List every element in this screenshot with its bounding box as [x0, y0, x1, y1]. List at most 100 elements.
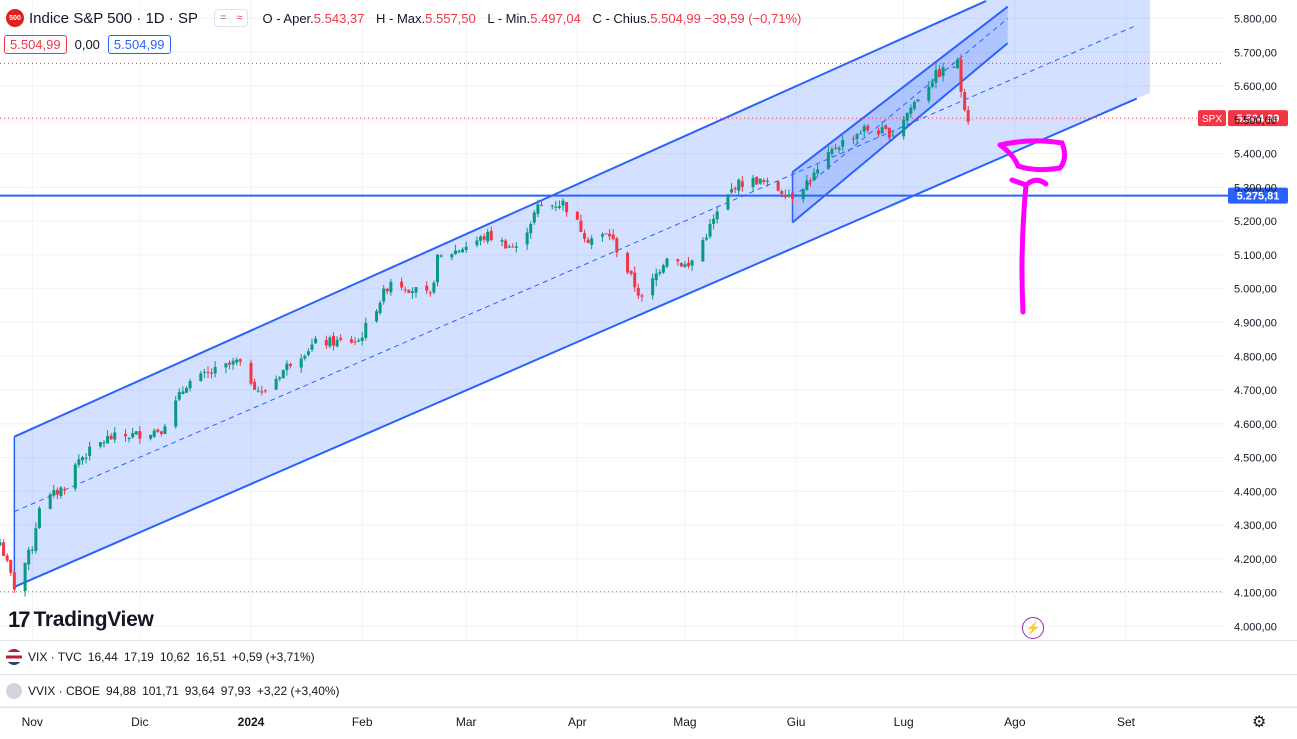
- candle-body: [80, 457, 84, 461]
- pill-left[interactable]: =: [219, 12, 227, 24]
- candle-body: [902, 119, 906, 137]
- gear-icon[interactable]: ⚙: [1252, 714, 1267, 731]
- candle-body: [608, 233, 612, 237]
- candle-body: [701, 240, 705, 262]
- candle-body: [808, 180, 812, 182]
- candle-body: [206, 372, 210, 374]
- candle-body: [486, 231, 490, 242]
- candle-body: [812, 172, 816, 181]
- candle-body: [629, 270, 633, 274]
- spread: 0,00: [74, 37, 100, 52]
- candle-body: [690, 260, 694, 266]
- candle-body: [435, 254, 439, 283]
- y-tick-label: 4.200,00: [1234, 554, 1277, 566]
- candle-body: [414, 287, 418, 293]
- candle-body: [780, 191, 784, 194]
- symbol-tag-bg: [1198, 110, 1226, 127]
- candle-body: [113, 432, 117, 440]
- x-tick-label: Mar: [456, 715, 477, 729]
- candle-body: [636, 287, 640, 296]
- candle-body: [909, 107, 913, 114]
- x-tick-label: Apr: [568, 715, 587, 729]
- candle-body: [138, 431, 142, 439]
- candle-body: [837, 147, 841, 150]
- candle-body: [590, 238, 594, 245]
- channel-lower-line: [13, 97, 1138, 588]
- buy-price[interactable]: 5.504,99: [107, 35, 171, 54]
- y-tick-label: 4.900,00: [1234, 318, 1277, 330]
- candle-body: [841, 140, 845, 147]
- y-tick-label: 5.800,00: [1234, 14, 1277, 26]
- candle-body: [432, 282, 436, 293]
- tv-logo-icon: 17: [8, 607, 31, 632]
- candle-body: [536, 204, 540, 214]
- candle-body: [213, 367, 217, 374]
- candle-body: [887, 127, 891, 138]
- candle-body: [539, 205, 543, 207]
- x-tick-label: Set: [1117, 715, 1136, 729]
- lightning-icon[interactable]: ⚡: [1022, 617, 1044, 639]
- pill-right[interactable]: ≈: [236, 12, 243, 24]
- candle-body: [52, 490, 56, 496]
- y-tick-label: 5.500,00: [1234, 115, 1277, 127]
- candle-body: [106, 435, 110, 444]
- vvix-name[interactable]: VVIX · CBOE: [28, 684, 101, 698]
- candle-body: [507, 246, 511, 248]
- pane-separator[interactable]: [0, 674, 1297, 675]
- candle-body: [238, 359, 242, 362]
- candle-body: [385, 288, 389, 292]
- y-tick-label: 5.000,00: [1234, 284, 1277, 296]
- candle-body: [665, 258, 669, 267]
- candle-body: [202, 371, 206, 373]
- candle-body: [737, 179, 741, 191]
- candle-body: [59, 487, 63, 496]
- candle-body: [712, 218, 716, 224]
- candle-body: [0, 542, 2, 546]
- price-axis[interactable]: 5.800,00 5.700,00 5.600,00 5.500,00 5.400,00…: [1234, 14, 1277, 634]
- tradingview-logo[interactable]: 17 TradingView: [8, 607, 154, 633]
- candle-body: [740, 181, 744, 187]
- candle-body: [830, 149, 834, 154]
- vvix-change: +3,22 (+3,40%): [256, 684, 340, 698]
- candle-body: [235, 359, 239, 363]
- candle-body: [328, 337, 332, 347]
- candle-body: [382, 288, 386, 302]
- candle-body: [726, 194, 730, 210]
- pane-separator[interactable]: [0, 707, 1297, 708]
- candle-body: [339, 337, 343, 340]
- candle-body: [554, 206, 558, 208]
- horizontal-line-label-bg: [1228, 187, 1288, 204]
- candle-body: [231, 360, 235, 365]
- candle-body: [658, 271, 662, 274]
- sell-price[interactable]: 5.504,99: [4, 35, 67, 54]
- candle-body: [550, 205, 554, 207]
- vix-name[interactable]: VIX · TVC: [28, 650, 82, 664]
- candle-body: [855, 134, 859, 139]
- candle-body: [263, 390, 267, 392]
- candle-body: [791, 192, 795, 199]
- candle-body: [27, 549, 31, 565]
- candle-body: [274, 378, 278, 390]
- candle-body: [281, 369, 285, 379]
- candle-body: [177, 392, 181, 400]
- pane-separator[interactable]: [0, 640, 1297, 641]
- candle-body: [877, 130, 881, 135]
- candle-body: [934, 69, 938, 83]
- candle-body: [378, 302, 382, 313]
- symbol-title[interactable]: Indice S&P 500 · 1D · SP: [29, 9, 198, 27]
- indicator-toggle[interactable]: = ≈: [213, 9, 249, 27]
- candle-body: [5, 555, 9, 561]
- last-price-label: 5.504,99: [1237, 113, 1280, 125]
- candles: [0, 54, 970, 597]
- candle-body: [583, 233, 587, 239]
- close-label: C - Chius.: [592, 10, 651, 26]
- candle-body: [565, 202, 569, 213]
- vix-low: 10,62: [159, 650, 190, 664]
- candle-body: [586, 239, 590, 243]
- candle-body: [626, 252, 630, 273]
- candle-body: [880, 127, 884, 134]
- time-axis[interactable]: Nov Dic 2024 Feb Mar Apr Mag Giu Lug Ago Set: [22, 715, 1136, 729]
- channel-midline: [14, 24, 1137, 513]
- candle-body: [511, 246, 515, 248]
